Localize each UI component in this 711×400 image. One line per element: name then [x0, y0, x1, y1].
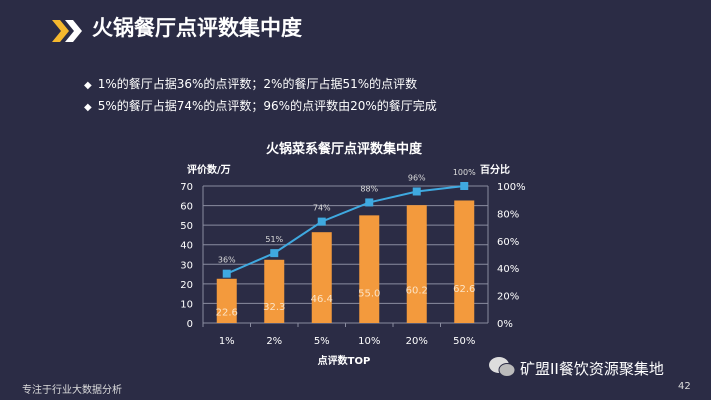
bar — [454, 200, 475, 323]
y-tick-label: 30 — [180, 260, 193, 271]
x-tick-label: 2% — [266, 336, 282, 347]
bar-data-label: 32.3 — [263, 302, 285, 313]
bar — [216, 278, 237, 323]
bullet-item: ◆ 5%的餐厅占据74%的点评数；96%的点评数由20%的餐厅完成 — [84, 99, 437, 113]
y-axis-label: 评价数/万 — [187, 163, 231, 176]
line-point — [270, 249, 279, 258]
line-point — [317, 217, 326, 226]
y2-tick-label: 20% — [497, 292, 519, 303]
bar — [406, 205, 427, 323]
x-tick-label: 50% — [453, 336, 475, 347]
bar-data-label: 46.4 — [311, 294, 333, 305]
page-number: 42 — [678, 381, 691, 392]
y-tick-label: 10 — [180, 299, 193, 310]
double-chevron-icon — [52, 20, 82, 42]
line-data-label: 88% — [360, 184, 378, 193]
line-data-label: 74% — [313, 204, 331, 213]
line-data-label: 100% — [453, 168, 476, 177]
bar-data-label: 62.6 — [453, 284, 475, 295]
bar — [359, 215, 380, 323]
line-point — [222, 269, 231, 278]
footer-text: 专注于行业大数据分析 — [22, 385, 122, 396]
bullet-text: 5%的餐厅占据74%的点评数；96%的点评数由20%的餐厅完成 — [97, 99, 437, 113]
y2-axis-label: 百分比 — [480, 163, 510, 176]
line-data-label: 51% — [265, 235, 283, 244]
x-tick-label: 10% — [358, 336, 380, 347]
bar — [264, 259, 285, 323]
line-point — [365, 198, 374, 207]
x-tick-label: 20% — [406, 336, 428, 347]
y2-tick-label: 80% — [497, 209, 519, 220]
y-tick-label: 70 — [180, 182, 193, 193]
line-point — [412, 187, 421, 196]
watermark: 矿盟II餐饮资源聚集地 — [520, 360, 664, 378]
chart-title: 火锅菜系餐厅点评数集中度 — [266, 141, 423, 157]
x-tick-label: 5% — [314, 336, 330, 347]
x-tick-label: 1% — [219, 336, 235, 347]
page-title: 火锅餐厅点评数集中度 — [92, 16, 302, 40]
bar-data-label: 60.2 — [406, 286, 428, 297]
y-tick-label: 20 — [180, 280, 193, 291]
y2-tick-label: 0% — [497, 319, 513, 330]
bar-data-label: 55.0 — [358, 289, 380, 300]
x-axis-label: 点评数TOP — [318, 354, 371, 367]
y-tick-label: 40 — [180, 241, 193, 252]
line-data-label: 96% — [408, 173, 426, 182]
y-tick-label: 50 — [180, 221, 193, 232]
wechat-icon — [489, 357, 516, 377]
y2-tick-label: 100% — [497, 182, 526, 193]
line-series — [226, 185, 465, 275]
y2-tick-label: 40% — [497, 264, 519, 275]
y-tick-label: 0 — [187, 319, 193, 330]
bullet-text: 1%的餐厅占据36%的点评数；2%的餐厅占据51%的点评数 — [97, 77, 418, 91]
bullet-list: ◆ 1%的餐厅占据36%的点评数；2%的餐厅占据51%的点评数 ◆ 5%的餐厅占据7… — [84, 74, 437, 118]
line-point — [460, 182, 469, 190]
bar-data-label: 22.6 — [216, 308, 238, 319]
bullet-item: ◆ 1%的餐厅占据36%的点评数；2%的餐厅占据51%的点评数 — [84, 77, 418, 91]
line-data-label: 36% — [218, 256, 236, 265]
y2-tick-label: 60% — [497, 237, 519, 248]
y-tick-label: 60 — [180, 202, 193, 213]
bar — [311, 232, 332, 323]
